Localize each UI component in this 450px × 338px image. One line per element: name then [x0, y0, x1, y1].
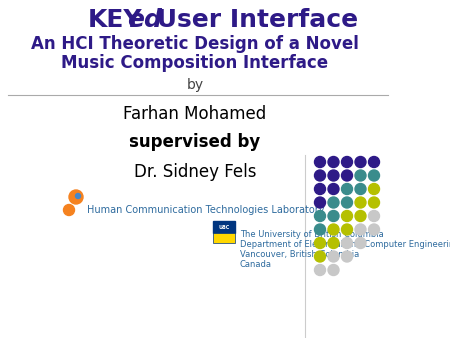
Circle shape — [355, 156, 366, 168]
Text: Farhan Mohamed: Farhan Mohamed — [123, 105, 266, 123]
Circle shape — [63, 204, 75, 216]
Circle shape — [355, 197, 366, 208]
Circle shape — [315, 224, 325, 235]
Text: Dr. Sidney Fels: Dr. Sidney Fels — [134, 163, 256, 181]
Circle shape — [355, 170, 366, 181]
Circle shape — [328, 170, 339, 181]
Circle shape — [328, 156, 339, 168]
Circle shape — [328, 197, 339, 208]
Circle shape — [342, 251, 352, 262]
Circle shape — [355, 184, 366, 194]
Text: KEY: KEY — [88, 8, 143, 32]
Text: by: by — [186, 78, 203, 92]
Circle shape — [315, 211, 325, 221]
Circle shape — [69, 190, 83, 204]
Text: UBC: UBC — [218, 225, 230, 230]
Circle shape — [328, 238, 339, 248]
Text: The University of British Columbia: The University of British Columbia — [240, 230, 384, 239]
Circle shape — [315, 170, 325, 181]
Circle shape — [369, 156, 379, 168]
Circle shape — [328, 224, 339, 235]
Circle shape — [328, 265, 339, 275]
Circle shape — [315, 156, 325, 168]
Circle shape — [342, 184, 352, 194]
Circle shape — [315, 238, 325, 248]
Circle shape — [355, 238, 366, 248]
Text: supervised by: supervised by — [130, 133, 261, 151]
Text: Human Communication Technologies Laboratory: Human Communication Technologies Laborat… — [87, 205, 324, 215]
Circle shape — [369, 224, 379, 235]
Circle shape — [342, 224, 352, 235]
Circle shape — [315, 251, 325, 262]
Bar — [213, 233, 235, 243]
Circle shape — [315, 197, 325, 208]
Text: Canada: Canada — [240, 260, 272, 269]
Text: ed: ed — [127, 8, 162, 32]
Text: Music Composition Interface: Music Composition Interface — [62, 54, 328, 72]
Text: Department of Electrical and Computer Engineering: Department of Electrical and Computer En… — [240, 240, 450, 249]
Circle shape — [328, 251, 339, 262]
Circle shape — [315, 265, 325, 275]
Circle shape — [355, 224, 366, 235]
Circle shape — [342, 170, 352, 181]
Circle shape — [369, 170, 379, 181]
Circle shape — [315, 184, 325, 194]
Text: User Interface: User Interface — [148, 8, 358, 32]
Text: Vancouver, British Columbia: Vancouver, British Columbia — [240, 250, 359, 259]
Circle shape — [342, 238, 352, 248]
Circle shape — [342, 211, 352, 221]
Circle shape — [369, 211, 379, 221]
Circle shape — [342, 197, 352, 208]
Circle shape — [342, 156, 352, 168]
Bar — [213, 221, 235, 233]
Circle shape — [76, 193, 81, 198]
Circle shape — [355, 211, 366, 221]
Circle shape — [369, 197, 379, 208]
Circle shape — [328, 184, 339, 194]
Text: An HCI Theoretic Design of a Novel: An HCI Theoretic Design of a Novel — [31, 35, 359, 53]
Circle shape — [369, 184, 379, 194]
Circle shape — [328, 211, 339, 221]
